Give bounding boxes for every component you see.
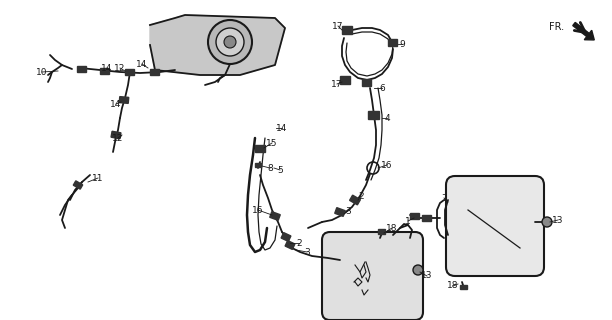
Text: 11: 11 [92, 173, 104, 182]
Text: 15: 15 [266, 139, 278, 148]
Bar [340, 76, 350, 84]
Text: 16: 16 [381, 161, 393, 170]
Text: 13: 13 [552, 215, 564, 225]
Circle shape [542, 217, 552, 227]
Bar [342, 26, 352, 34]
Bar [389, 38, 398, 45]
Text: 6: 6 [379, 84, 385, 92]
FancyBboxPatch shape [446, 176, 544, 276]
Text: 3: 3 [304, 247, 310, 257]
Polygon shape [150, 15, 285, 75]
Text: 18: 18 [386, 223, 398, 233]
FancyBboxPatch shape [322, 232, 423, 320]
Bar [119, 97, 129, 103]
Text: 13: 13 [421, 271, 433, 281]
Bar [73, 181, 83, 189]
Bar [335, 208, 345, 216]
Text: 9: 9 [399, 39, 405, 49]
Text: 3: 3 [345, 206, 351, 215]
Bar [281, 233, 291, 241]
Text: 2: 2 [296, 238, 302, 247]
Bar [411, 213, 419, 219]
Text: 1: 1 [405, 217, 411, 226]
Circle shape [224, 36, 236, 48]
Bar [362, 78, 371, 85]
Bar [78, 66, 86, 72]
Bar [255, 145, 265, 151]
Text: 12: 12 [114, 63, 125, 73]
Bar [255, 163, 261, 167]
FancyArrow shape [573, 22, 594, 40]
Bar [125, 69, 135, 75]
Text: 5: 5 [277, 165, 283, 174]
Bar [460, 285, 468, 289]
Text: 17: 17 [332, 21, 344, 30]
Bar [368, 111, 379, 119]
Text: 14: 14 [102, 63, 113, 73]
Bar [100, 68, 110, 74]
Circle shape [216, 28, 244, 56]
Text: FR.: FR. [549, 22, 564, 32]
Bar [349, 195, 360, 205]
Text: 2: 2 [358, 191, 364, 201]
Bar [422, 215, 431, 221]
Bar [151, 69, 160, 75]
Text: 14: 14 [276, 124, 288, 132]
Text: 7: 7 [441, 194, 447, 203]
Text: 4: 4 [384, 114, 390, 123]
Text: 18: 18 [447, 282, 459, 291]
Text: 10: 10 [36, 68, 48, 76]
Text: 12: 12 [113, 133, 124, 142]
Text: 8: 8 [267, 164, 273, 172]
Circle shape [208, 20, 252, 64]
Bar [285, 241, 295, 249]
Text: 14: 14 [136, 60, 147, 68]
Circle shape [413, 265, 423, 275]
Text: 16: 16 [252, 205, 264, 214]
Bar [270, 212, 280, 220]
Text: 17: 17 [331, 79, 343, 89]
Text: 14: 14 [110, 100, 122, 108]
Bar [378, 228, 386, 234]
Bar [111, 131, 121, 139]
